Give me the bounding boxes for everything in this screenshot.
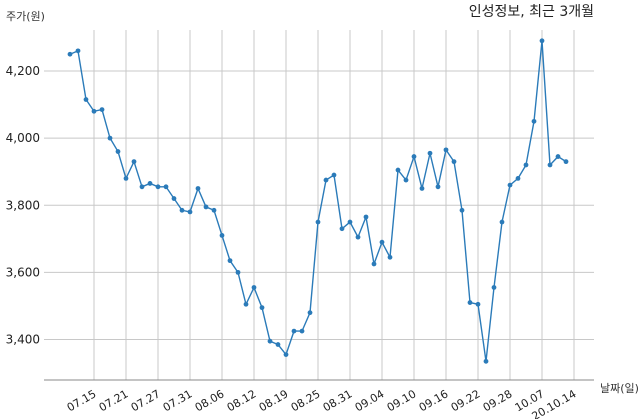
data-point [467, 300, 473, 305]
x-tick-label: 07.27 [129, 387, 163, 414]
data-point [203, 204, 209, 210]
data-point [435, 184, 441, 190]
y-tick-label: 4,000 [6, 131, 40, 145]
data-point [371, 261, 377, 267]
data-point [227, 258, 233, 264]
data-point [507, 182, 513, 188]
y-axis-label: 주가(원) [6, 10, 45, 23]
chart-title: 인성정보, 최근 3개월 [469, 4, 594, 20]
data-point [147, 181, 153, 186]
data-point [331, 172, 337, 178]
data-point [539, 38, 545, 44]
data-point [419, 186, 425, 191]
y-tick-labels: 3,400 3,600 3,800 4,000 4,200 [6, 64, 40, 347]
data-point [307, 310, 313, 316]
data-point [99, 107, 105, 112]
data-point [131, 159, 137, 165]
x-tick-label: 09.16 [417, 387, 451, 414]
data-point [259, 305, 265, 311]
x-tick-label: 08.19 [257, 387, 291, 414]
data-point [547, 162, 553, 168]
x-axis-label: 날짜(일) [600, 381, 639, 395]
data-point [219, 233, 225, 238]
data-point [275, 342, 281, 347]
y-tick-label: 3,800 [6, 198, 40, 212]
data-point [339, 226, 345, 232]
data-point [299, 328, 305, 334]
x-tick-labels: 07.1507.2107.2707.3108.0608.1208.1908.25… [65, 387, 579, 419]
data-point [243, 301, 249, 307]
data-point [403, 177, 409, 183]
data-point [563, 159, 569, 165]
data-point [163, 184, 169, 190]
data-point [267, 338, 273, 344]
data-point [75, 48, 81, 54]
data-point [291, 328, 297, 334]
x-tick-label: 08.12 [225, 387, 259, 414]
y-gridlines [44, 70, 594, 340]
data-point [475, 301, 481, 307]
data-point [491, 285, 497, 290]
data-point [363, 214, 369, 220]
x-tick-label: 08.25 [289, 387, 323, 414]
data-point [107, 135, 113, 141]
data-point [355, 234, 361, 240]
data-point [283, 352, 289, 357]
data-point [411, 154, 417, 159]
data-point [499, 219, 505, 225]
data-point [451, 159, 457, 165]
y-tick-label: 3,600 [6, 265, 40, 279]
data-point [395, 167, 401, 173]
x-tick-label: 08.06 [193, 387, 227, 414]
x-tick-label: 08.31 [321, 387, 355, 414]
data-point [91, 108, 97, 114]
data-point [387, 254, 393, 260]
x-tick-label: 09.10 [385, 387, 419, 414]
x-gridlines [93, 30, 575, 380]
data-point [483, 358, 489, 364]
data-point [115, 149, 121, 154]
data-point [179, 207, 185, 213]
x-tick-label: 07.31 [161, 387, 195, 414]
data-point [531, 118, 537, 124]
data-point [195, 186, 201, 191]
x-tick-label: 09.28 [481, 387, 515, 414]
data-point [67, 51, 73, 57]
x-tick-label: 09.04 [353, 387, 387, 414]
data-point [315, 219, 321, 225]
x-tick-label: 07.21 [97, 387, 131, 414]
data-point [515, 176, 521, 181]
data-point [155, 184, 161, 190]
data-point [211, 207, 217, 213]
data-point [83, 97, 89, 102]
data-point [171, 196, 177, 201]
data-point [443, 147, 449, 153]
x-tick-label: 09.22 [449, 387, 483, 414]
data-point [251, 285, 257, 290]
data-point [235, 269, 241, 275]
y-tick-label: 3,400 [6, 333, 40, 347]
x-tick-label: 07.15 [65, 387, 99, 414]
data-point [123, 176, 129, 181]
y-tick-label: 4,200 [6, 64, 40, 78]
data-point [523, 162, 529, 168]
data-point [347, 219, 353, 225]
data-point [139, 184, 145, 190]
data-point [323, 177, 329, 183]
data-point [187, 209, 193, 215]
price-points [67, 38, 569, 364]
data-point [427, 150, 433, 156]
data-point [379, 239, 385, 245]
data-point [459, 207, 465, 213]
data-point [555, 154, 561, 159]
